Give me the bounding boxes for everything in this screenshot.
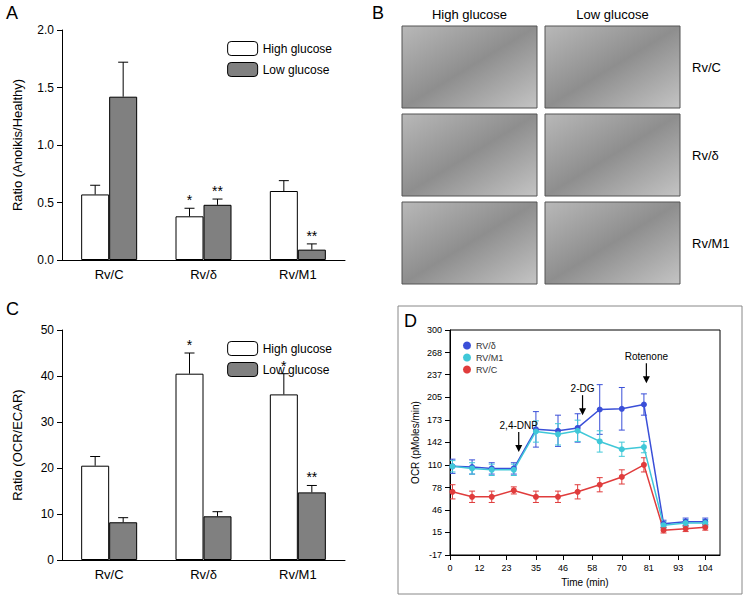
svg-text:*: *	[187, 337, 193, 353]
svg-text:OCR (pMoles/min): OCR (pMoles/min)	[410, 401, 421, 484]
svg-text:**: **	[306, 469, 317, 485]
svg-text:2.0: 2.0	[37, 23, 54, 37]
svg-text:23: 23	[501, 563, 511, 573]
svg-text:58: 58	[587, 563, 597, 573]
svg-text:15: 15	[432, 527, 442, 537]
svg-text:237: 237	[427, 370, 442, 380]
svg-text:D: D	[404, 311, 417, 331]
svg-text:Rv/M1: Rv/M1	[279, 267, 317, 282]
svg-text:Rv/δ: Rv/δ	[190, 267, 217, 282]
svg-text:104: 104	[698, 563, 713, 573]
svg-text:0: 0	[447, 563, 452, 573]
svg-text:Ratio (OCR/ECAR): Ratio (OCR/ECAR)	[10, 389, 25, 500]
svg-text:2,4-DNP: 2,4-DNP	[500, 420, 539, 431]
svg-text:110: 110	[428, 460, 442, 470]
svg-text:C: C	[6, 299, 19, 319]
svg-text:High glucose: High glucose	[432, 7, 507, 22]
svg-text:RV/δ: RV/δ	[476, 341, 496, 351]
svg-text:2-DG: 2-DG	[571, 383, 595, 394]
svg-text:*: *	[187, 192, 193, 208]
svg-text:Rv/C: Rv/C	[95, 567, 124, 582]
svg-text:High glucose: High glucose	[263, 42, 333, 56]
svg-text:Low glucose: Low glucose	[576, 7, 648, 22]
svg-text:Rv/M1: Rv/M1	[279, 567, 317, 582]
svg-text:20: 20	[41, 461, 55, 475]
svg-text:81: 81	[644, 563, 654, 573]
svg-text:High glucose: High glucose	[263, 342, 333, 356]
svg-text:Low glucose: Low glucose	[263, 63, 330, 77]
svg-text:Rotenone: Rotenone	[625, 351, 669, 362]
svg-text:50: 50	[41, 323, 55, 337]
svg-text:12: 12	[474, 563, 484, 573]
svg-text:**: **	[212, 183, 223, 199]
svg-text:Rv/δ: Rv/δ	[190, 567, 217, 582]
svg-text:0.0: 0.0	[37, 253, 54, 267]
svg-text:RV/C: RV/C	[476, 365, 498, 375]
svg-text:46: 46	[432, 505, 442, 515]
svg-text:10: 10	[41, 507, 55, 521]
svg-text:46: 46	[558, 563, 568, 573]
svg-text:205: 205	[427, 392, 442, 402]
svg-text:Rv/δ: Rv/δ	[692, 148, 719, 163]
svg-text:**: **	[306, 228, 317, 244]
svg-text:70: 70	[617, 563, 627, 573]
svg-text:1.5: 1.5	[37, 81, 54, 95]
svg-text:268: 268	[427, 348, 442, 358]
svg-text:1.0: 1.0	[37, 138, 54, 152]
svg-text:B: B	[372, 3, 384, 23]
svg-text:40: 40	[41, 369, 55, 383]
svg-text:RV/M1: RV/M1	[476, 353, 503, 363]
svg-text:35: 35	[531, 563, 541, 573]
svg-text:Rv/C: Rv/C	[95, 267, 124, 282]
svg-text:30: 30	[41, 415, 55, 429]
svg-text:Low glucose: Low glucose	[263, 363, 330, 377]
svg-text:0.5: 0.5	[37, 196, 54, 210]
svg-text:0: 0	[47, 553, 54, 567]
svg-text:300: 300	[427, 325, 442, 335]
svg-text:173: 173	[427, 415, 442, 425]
svg-text:Rv/C: Rv/C	[692, 60, 721, 75]
svg-text:-17: -17	[429, 550, 442, 560]
svg-text:93: 93	[673, 563, 683, 573]
svg-text:78: 78	[432, 483, 442, 493]
svg-text:Ratio (Anoikis/Healthy): Ratio (Anoikis/Healthy)	[10, 79, 25, 211]
svg-text:Rv/M1: Rv/M1	[692, 236, 730, 251]
svg-text:Time (min): Time (min)	[561, 577, 608, 588]
svg-text:142: 142	[427, 437, 442, 447]
svg-text:A: A	[6, 3, 18, 23]
